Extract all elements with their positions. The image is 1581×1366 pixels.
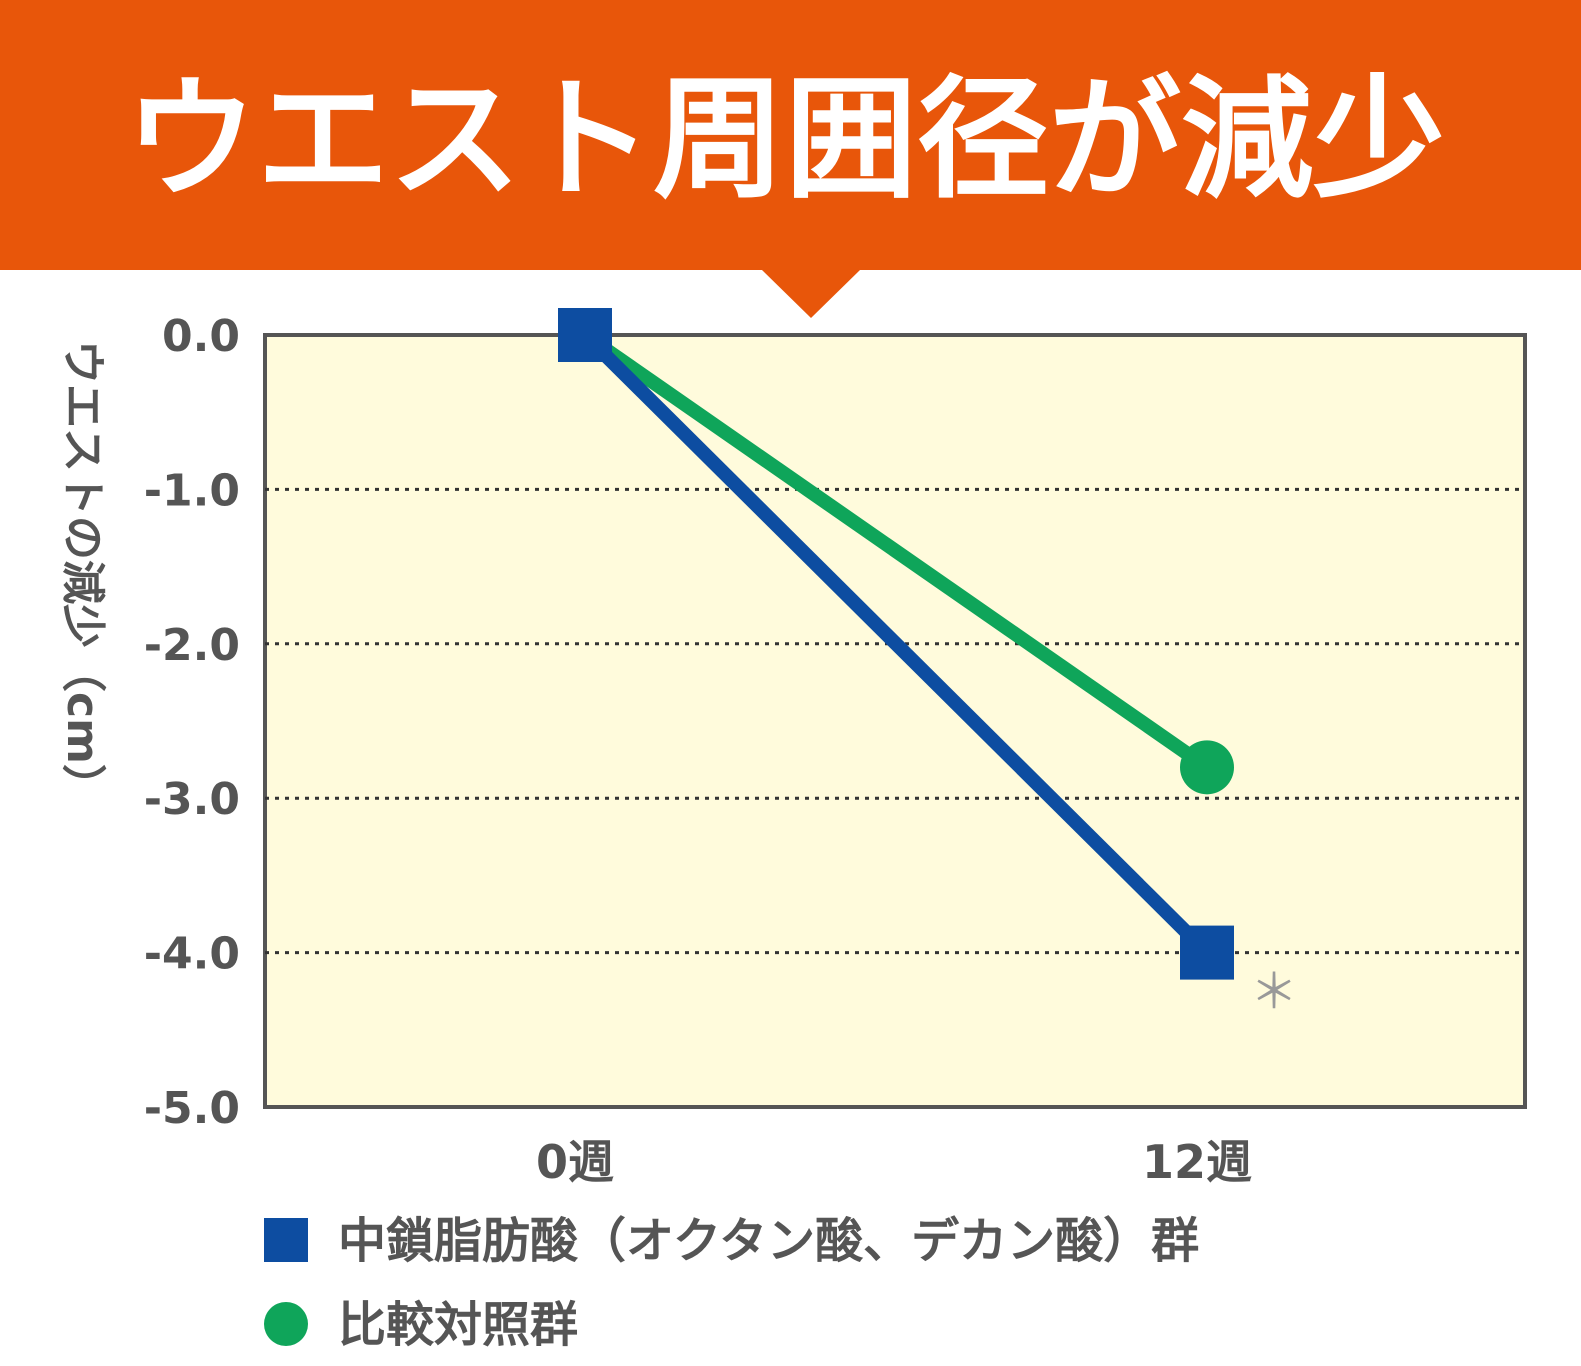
- y-tick-label: -1.0: [144, 465, 240, 516]
- x-tick-label: 0週: [536, 1135, 614, 1189]
- y-tick-label: 0.0: [162, 311, 240, 362]
- data-point-circle: [1180, 740, 1234, 795]
- data-point-square: [558, 308, 612, 362]
- data-point-square: [1180, 925, 1234, 980]
- title-banner: [0, 0, 1581, 270]
- chart-title: ウエスト周囲径が減少: [125, 63, 1445, 217]
- series-line: [580, 330, 1212, 958]
- y-tick-label: -2.0: [144, 620, 240, 671]
- x-tick-label: 12週: [1142, 1135, 1252, 1189]
- y-tick-label: -3.0: [144, 774, 240, 825]
- legend-label: 比較対照群: [338, 1297, 578, 1353]
- title-banner-pointer: [762, 270, 860, 318]
- significance-asterisk: ＊: [1250, 964, 1298, 1020]
- legend-marker-circle: [264, 1302, 308, 1346]
- y-tick-label: -5.0: [144, 1083, 240, 1134]
- y-tick-label: -4.0: [144, 929, 240, 980]
- y-axis-label: ウエストの減少（cm）: [57, 340, 108, 808]
- plot-area: [263, 333, 1527, 1109]
- legend-marker-square: [264, 1218, 308, 1262]
- series-line: [581, 329, 1211, 774]
- legend-label: 中鎖脂肪酸（オクタン酸、デカン酸）群: [338, 1213, 1199, 1269]
